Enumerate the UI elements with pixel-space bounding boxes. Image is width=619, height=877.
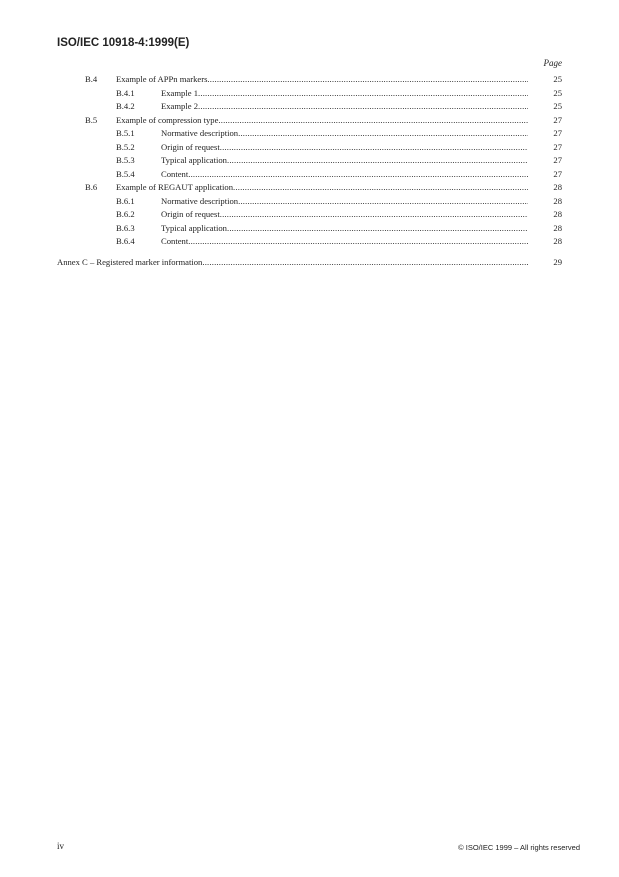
toc-entry[interactable]: B.6.1 Normative description 28 — [57, 195, 562, 209]
toc-entry[interactable]: B.5.1 Normative description 27 — [57, 127, 562, 141]
toc-entry-number: B.5.3 — [116, 155, 135, 165]
toc-dot-leader — [188, 235, 528, 249]
toc-entry-page: 27 — [553, 114, 562, 125]
toc-entry-number: B.5.4 — [116, 168, 135, 179]
toc-entry[interactable]: B.4.1 Example 1 25 — [57, 87, 562, 101]
toc-entry-number: B.5.2 — [116, 141, 135, 152]
toc-entry-annex-c[interactable]: Annex C – Registered marker information 2… — [57, 256, 562, 270]
toc-entry-page: 25 — [553, 74, 562, 84]
table-of-contents: B.4 Example of APPn markers 25 B.4.1 Example… — [57, 73, 562, 269]
toc-dot-leader — [238, 127, 528, 141]
footer-copyright: © ISO/IEC 1999 – All rights reserved — [458, 843, 580, 852]
toc-entry-title: Example 2 — [161, 101, 198, 111]
toc-entry-page: 28 — [553, 236, 562, 246]
toc-entry-title: Normative description — [161, 128, 239, 138]
toc-dot-leader — [238, 195, 528, 209]
toc-entry-number: B.4 — [85, 74, 98, 84]
toc-entry-page: 27 — [553, 168, 562, 179]
toc-entry-page: 27 — [553, 155, 562, 165]
toc-entry-number: B.4.1 — [116, 87, 135, 98]
toc-entry-number: B.6.1 — [116, 195, 135, 206]
toc-dot-leader — [227, 154, 528, 168]
toc-entry-number: B.6.3 — [116, 222, 135, 233]
toc-entry-page: 25 — [553, 101, 562, 111]
toc-entry-title: Origin of request — [161, 209, 220, 219]
toc-entry-title: Content — [161, 168, 189, 179]
toc-entry-page: 25 — [553, 87, 562, 98]
toc-entry[interactable]: B.6.2 Origin of request 28 — [57, 208, 562, 222]
toc-entry-title: Typical application — [161, 155, 227, 165]
toc-entry-page: 27 — [553, 141, 562, 152]
toc-entry-number: B.5 — [85, 114, 98, 125]
toc-entry-title: Origin of request — [161, 141, 220, 152]
toc-dot-leader — [188, 168, 528, 182]
toc-entry-title: Normative description — [161, 195, 239, 206]
toc-entry-page: 28 — [553, 222, 562, 233]
toc-entry-number: B.5.1 — [116, 128, 135, 138]
toc-entry-page: 28 — [553, 209, 562, 219]
toc-entry-title: Example 1 — [161, 87, 198, 98]
toc-entry-title: Annex C – Registered marker information — [57, 256, 203, 267]
document-header: ISO/IEC 10918-4:1999(E) — [57, 37, 190, 49]
toc-dot-leader — [218, 114, 528, 128]
toc-entry-number: B.6 — [85, 182, 98, 192]
toc-entry[interactable]: B.5.4 Content 27 — [57, 168, 562, 182]
toc-entry[interactable]: B.5.2 Origin of request 27 — [57, 141, 562, 155]
toc-entry-title: Example of compression type — [116, 114, 219, 125]
toc-dot-leader — [202, 256, 528, 270]
toc-entry-page: 27 — [553, 128, 562, 138]
toc-dot-leader — [220, 208, 528, 222]
toc-dot-leader — [198, 100, 528, 114]
toc-entry-page: 28 — [553, 182, 562, 192]
toc-entry[interactable]: B.4.2 Example 2 25 — [57, 100, 562, 114]
toc-entry-number: B.4.2 — [116, 101, 135, 111]
toc-dot-leader — [233, 181, 528, 195]
toc-entry[interactable]: B.4 Example of APPn markers 25 — [57, 73, 562, 87]
toc-dot-leader — [207, 73, 528, 87]
toc-entry-title: Example of APPn markers — [116, 74, 208, 84]
toc-entry-page: 29 — [553, 256, 562, 267]
page-column-label: Page — [543, 58, 563, 68]
toc-entry-title: Typical application — [161, 222, 227, 233]
toc-entry-number: B.6.2 — [116, 209, 135, 219]
toc-entry[interactable]: B.6.3 Typical application 28 — [57, 222, 562, 236]
toc-dot-leader — [220, 141, 528, 155]
toc-entry[interactable]: B.5 Example of compression type 27 — [57, 114, 562, 128]
toc-dot-leader — [198, 87, 528, 101]
toc-entry[interactable]: B.6.4 Content 28 — [57, 235, 562, 249]
footer-page-number: iv — [57, 841, 65, 851]
toc-entry-title: Example of REGAUT application — [116, 182, 234, 192]
toc-entry-number: B.6.4 — [116, 236, 135, 246]
toc-entry[interactable]: B.5.3 Typical application 27 — [57, 154, 562, 168]
toc-entry-page: 28 — [553, 195, 562, 206]
toc-entry[interactable]: B.6 Example of REGAUT application 28 — [57, 181, 562, 195]
toc-dot-leader — [227, 222, 528, 236]
toc-entry-title: Content — [161, 236, 189, 246]
